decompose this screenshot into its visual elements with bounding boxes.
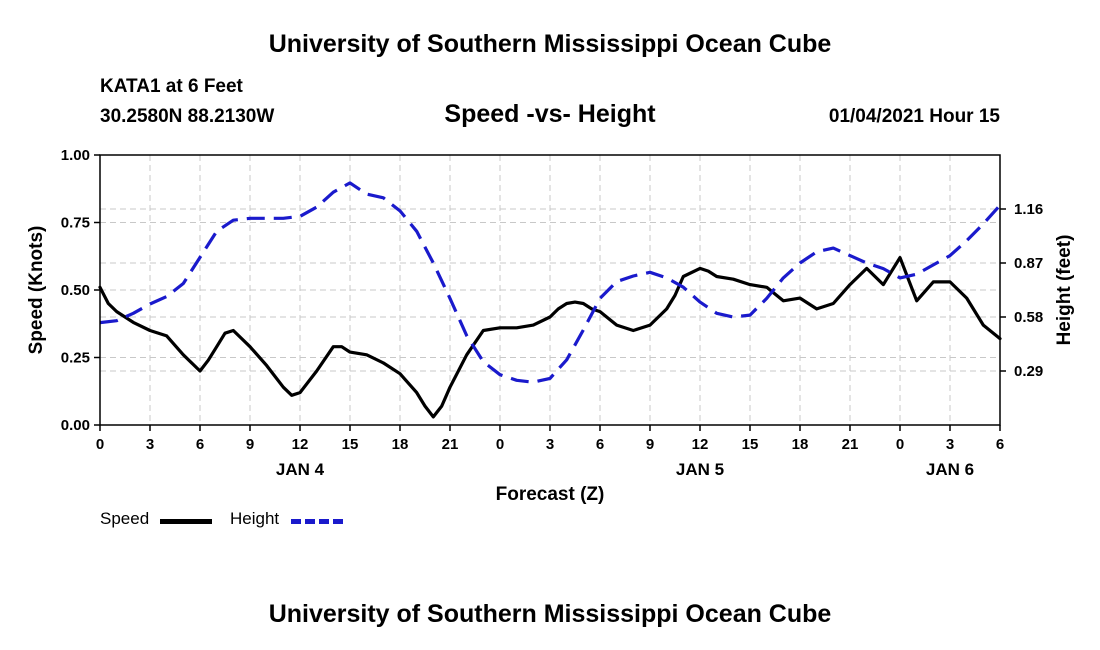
y-left-tick-label: 0.00 xyxy=(61,417,90,434)
x-tick-label: 6 xyxy=(996,436,1004,453)
series-layer xyxy=(98,181,1002,419)
axes: 0 3 6 9 12 15 18 21 0 3 6 9 12 15 18 21 0 3 6 JAN 4 JAN 5 JAN… xyxy=(61,147,1043,479)
x-tick-label: 3 xyxy=(146,436,154,453)
x-tick-label: 9 xyxy=(246,436,254,453)
x-tick-label: 0 xyxy=(896,436,904,453)
station-coordinates: 30.2580N 88.2130W xyxy=(100,106,275,127)
x-tick-label: 12 xyxy=(692,436,709,453)
y-right-tick-label: 0.58 xyxy=(1014,309,1043,326)
y-left-tick-label: 0.50 xyxy=(61,282,90,299)
x-tick-label: 0 xyxy=(496,436,504,453)
x-tick-label: 3 xyxy=(546,436,554,453)
x-tick-label: 18 xyxy=(392,436,409,453)
x-tick-label: 21 xyxy=(442,436,459,453)
x-tick-label: 3 xyxy=(946,436,954,453)
x-tick-label: 0 xyxy=(96,436,104,453)
chart-title: Speed -vs- Height xyxy=(444,100,656,128)
y-left-tick-label: 0.75 xyxy=(61,215,90,232)
station-name: KATA1 at 6 Feet xyxy=(100,76,243,97)
issue-time: 01/04/2021 Hour 15 xyxy=(828,106,1000,127)
x-tick-label: 9 xyxy=(646,436,654,453)
speed-series-line xyxy=(98,256,1002,419)
top-title: University of Southern Mississippi Ocean… xyxy=(268,30,832,58)
x-tick-label: 12 xyxy=(292,436,309,453)
right-axis-title: Height (feet) xyxy=(1054,235,1075,346)
legend-speed-label: Speed xyxy=(100,509,150,528)
left-axis-title: Speed (Knots) xyxy=(26,226,47,355)
legend-height-swatch xyxy=(291,519,343,524)
y-right-tick-label: 1.16 xyxy=(1014,201,1043,218)
y-right-tick-label: 0.29 xyxy=(1014,363,1043,380)
y-right-tick-label: 0.87 xyxy=(1014,255,1043,272)
legend-height-label: Height xyxy=(230,509,280,528)
bottom-title: University of Southern Mississippi Ocean… xyxy=(268,600,832,628)
x-tick-label: 21 xyxy=(842,436,859,453)
x-tick-label: 15 xyxy=(742,436,759,453)
day-label: JAN 5 xyxy=(676,460,724,479)
x-tick-label: 6 xyxy=(196,436,204,453)
y-left-tick-label: 0.25 xyxy=(61,350,90,367)
y-left-tick-label: 1.00 xyxy=(61,147,90,164)
legend-speed-swatch xyxy=(160,519,212,524)
day-label: JAN 4 xyxy=(276,460,325,479)
day-label: JAN 6 xyxy=(926,460,974,479)
x-tick-label: 15 xyxy=(342,436,359,453)
x-tick-label: 6 xyxy=(596,436,604,453)
grid xyxy=(100,155,1000,425)
height-series-line xyxy=(99,181,1002,384)
x-axis-title: Forecast (Z) xyxy=(496,484,605,505)
x-tick-label: 18 xyxy=(792,436,809,453)
